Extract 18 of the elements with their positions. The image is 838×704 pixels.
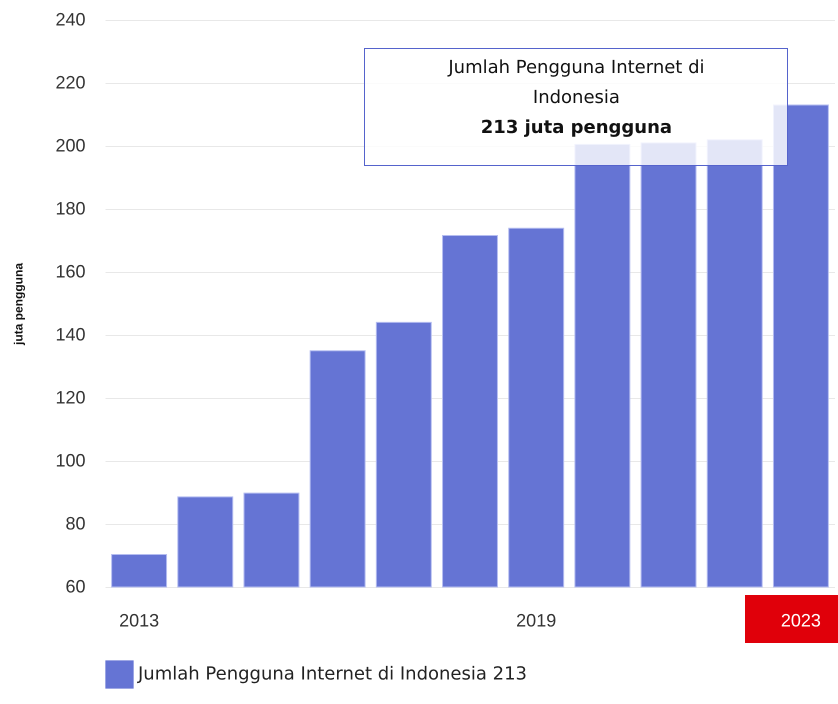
y-tick-label: 60 xyxy=(65,576,86,596)
x-tick-label: 2019 xyxy=(516,610,556,630)
y-tick-label: 240 xyxy=(55,10,86,30)
annotation: Jumlah Pengguna Internet di Indonesia xyxy=(446,56,706,110)
y-tick-label: 180 xyxy=(55,198,86,218)
y-tick-label: 160 xyxy=(55,262,86,282)
x-tick-label: 2013 xyxy=(119,610,160,630)
y-tick-label: 80 xyxy=(65,514,86,534)
y-tick-label: 220 xyxy=(55,72,86,92)
y-axis-title: juta pengguna xyxy=(11,262,26,346)
y-tick-label: 200 xyxy=(55,136,86,156)
annotation: 213 juta pengguna xyxy=(480,117,672,138)
legend-label: Jumlah Pengguna Internet di Indonesia 213 xyxy=(137,664,527,684)
y-tick-label: 120 xyxy=(55,388,86,408)
callout-box: Jumlah Pengguna Internet di Indonesia 213 juta pengguna xyxy=(364,48,788,166)
y-tick-label: 140 xyxy=(55,324,86,344)
y-tick-label: 100 xyxy=(55,450,86,470)
x-tick-label: 2023 xyxy=(780,610,821,630)
